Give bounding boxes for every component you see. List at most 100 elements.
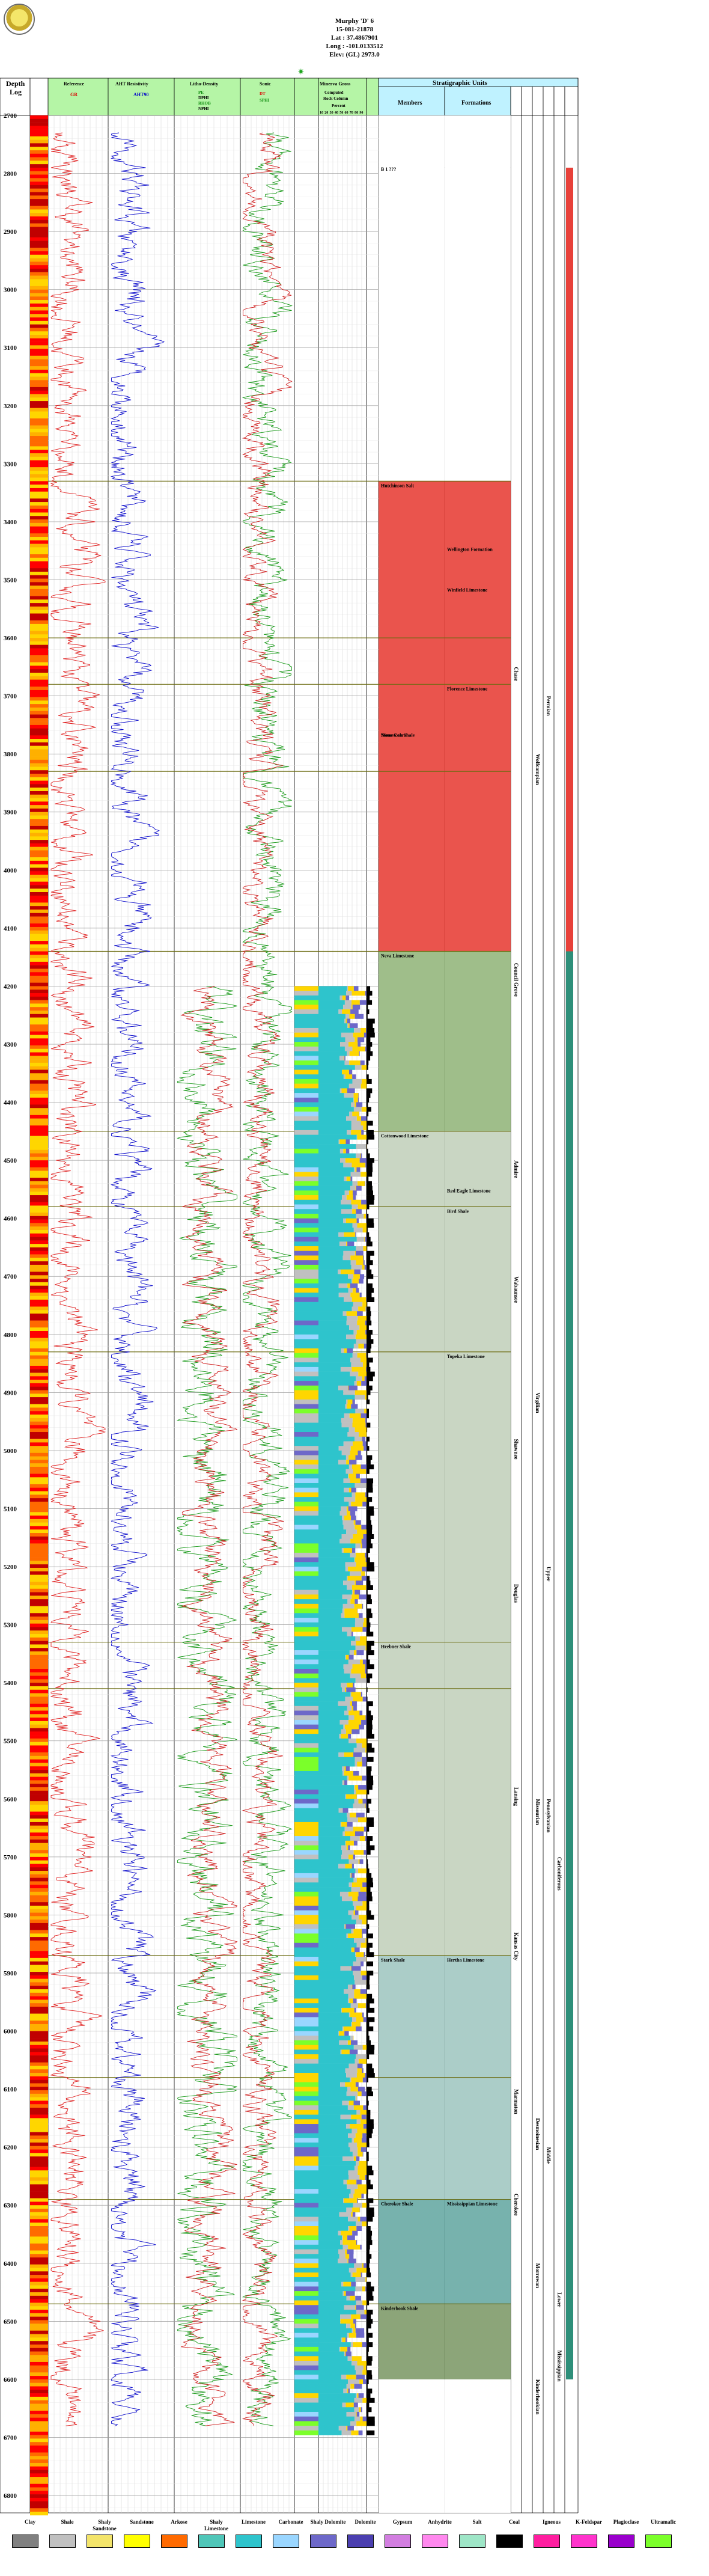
mineral-percent-cell [356,1952,364,1957]
mineral-percent-cell [318,1409,356,1414]
strat-interval [379,115,511,168]
legend-item: Coal [496,2519,532,2548]
coal-bar [367,2244,370,2250]
coal-bar [367,1283,373,1288]
coal-bar [367,1037,371,1042]
group-label: Council Grove [513,963,519,997]
coal-bar [367,2161,368,2166]
mineral-percent-cell [353,1804,365,1809]
mineral-percent-cell [318,1288,348,1293]
mineral-percent-cell [318,1306,352,1312]
rock-column-cell [294,1482,318,1488]
mineral-percent-cell [356,2096,358,2101]
log-color-cell [30,599,48,604]
coal-bar [367,2063,373,2069]
log-color-cell [30,1237,48,1241]
litho-curve-label: RHOB [198,101,211,106]
coal-bar [367,2165,373,2171]
coal-bar [367,2012,368,2018]
mineral-percent-cell [318,1325,350,1330]
depth-label: 2800 [4,171,17,178]
group-label: Cherokee [513,2194,519,2216]
mineral-percent-cell [355,2328,365,2333]
mineral-percent-cell [362,1761,367,1767]
system-label: Pennsylvanian [546,1799,552,1832]
log-color-cell [30,474,48,478]
rock-column-cell [294,1027,318,1033]
legend-swatch [459,2535,485,2548]
mineral-percent-cell [318,1594,342,1600]
mineral-percent-cell [348,1385,358,1390]
group-label: Lansing [513,1787,519,1807]
mineral-percent-cell [351,1464,361,1470]
mineral-percent-cell [349,2254,354,2259]
rock-column-cell [294,1529,318,1535]
log-color-cell [30,1428,48,1433]
mineral-percent-cell [318,2170,348,2176]
log-color-cell [30,2327,48,2331]
coal-bar [367,1877,373,1883]
legend-item: Carbonate [273,2519,309,2548]
mineral-percent-cell [354,1381,357,1386]
log-color-cell [30,320,48,325]
coal-bar [367,1018,375,1024]
mineral-percent-cell [359,1859,364,1864]
depth-label: 5100 [4,1505,17,1513]
log-color-cell [30,2480,48,2485]
log-color-cell [30,1957,48,1962]
log-color-cell [30,258,48,262]
mineral-percent-cell [351,1966,361,1971]
rock-column-cell [294,1172,318,1177]
rock-column-cell [294,1719,318,1725]
mineral-percent-cell [341,1683,347,1688]
mineral-percent-cell [346,2124,350,2129]
log-color-cell [30,1254,48,1258]
column-header-cell [294,78,319,116]
mineral-percent-cell [352,2207,360,2213]
mineral-percent-cell [318,1580,344,1586]
mineral-percent-cell [318,1729,341,1734]
legend-item: Sandstone [124,2519,160,2548]
coal-bar [367,2087,372,2092]
log-color-cell [30,1209,48,1213]
mineral-percent-cell [357,1223,367,1228]
group-label: Shawnee [513,1439,519,1460]
mineral-percent-cell [351,1487,356,1493]
mineral-percent-cell [355,1636,360,1641]
mineral-percent-cell [318,1469,346,1474]
mineral-percent-cell [359,1274,365,1279]
coal-bar [367,2003,370,2008]
mineral-percent-cell [361,2272,362,2278]
rock-column-cell [294,1989,318,1995]
log-color-cell [30,968,48,973]
mineral-percent-cell [318,1980,355,1985]
mineral-percent-cell [341,1548,344,1553]
coal-bar [367,2430,375,2435]
mineral-percent-cell [347,2333,349,2338]
log-color-cell [30,272,48,276]
rock-column-cell [294,1882,318,1888]
mineral-percent-cell [318,1924,344,1929]
mineral-percent-cell [358,1891,366,1897]
mineral-percent-cell [351,2314,361,2319]
rock-column-cell [294,1673,318,1678]
series-label: Virgilian [535,1392,541,1413]
mineral-percent-cell [318,1056,339,1061]
rock-column-cell [294,1668,318,1674]
mineral-percent-cell [351,2281,356,2287]
log-color-cell [30,268,48,273]
mineral-percent-cell [365,1395,367,1400]
mineral-percent-cell [318,1083,349,1089]
log-color-cell [30,920,48,924]
rock-column-cell [294,1627,318,1632]
mineral-percent-cell [342,1255,351,1261]
depth-label: 3200 [4,403,17,410]
coal-bar [367,2235,372,2241]
coal-bar [367,1000,373,1005]
mineral-percent-cell [348,1738,357,1743]
rock-column-cell [294,1933,318,1939]
log-color-cell [30,2449,48,2453]
mineral-percent-cell [355,1232,356,1237]
rock-column-cell [294,2244,318,2250]
coal-bar [367,1543,373,1549]
